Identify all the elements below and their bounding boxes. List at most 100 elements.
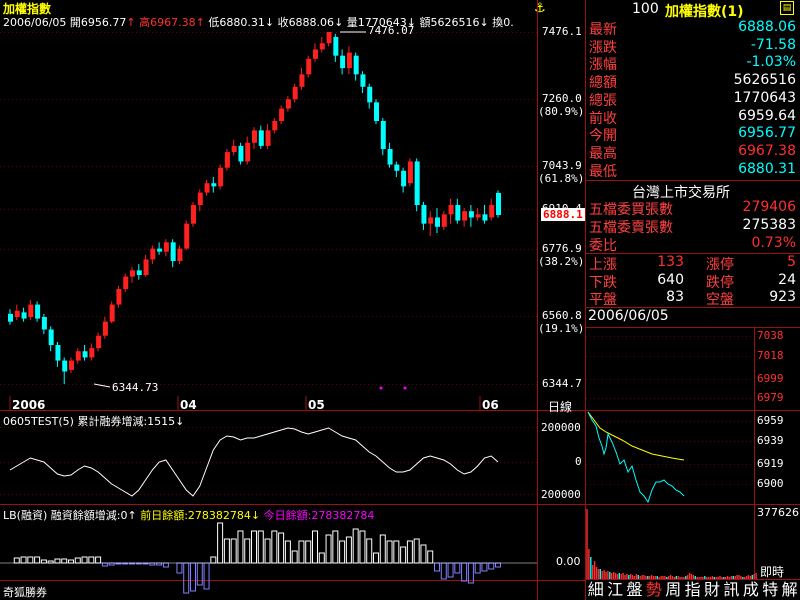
bottom-tab[interactable]: 周: [665, 580, 682, 599]
candle-body: [8, 313, 13, 322]
close-label: 收: [277, 16, 289, 29]
bottom-tab[interactable]: 成: [742, 580, 759, 599]
intraday-tick: 6939: [757, 434, 784, 447]
low-value: 6880.31: [219, 16, 265, 29]
bottom-tab[interactable]: 指: [684, 580, 701, 599]
indicator2-bar: [54, 558, 61, 564]
bottom-tab[interactable]: 細: [587, 580, 604, 599]
indicator2-bar: [203, 562, 210, 590]
order-label: 五檔委賣張數: [589, 220, 673, 236]
candle-body: [238, 145, 244, 162]
quote-value: 6956.77: [738, 125, 796, 142]
candle-body: [116, 289, 122, 305]
candle-body: [197, 192, 203, 206]
candle-body: [468, 211, 474, 218]
candle-body: [319, 43, 325, 50]
candle-body: [21, 312, 27, 319]
indicator2-bar: [400, 546, 407, 564]
indicator2-bar: [68, 559, 74, 564]
bottom-tab[interactable]: 盤: [626, 580, 643, 599]
intraday-date: 2006/06/05: [588, 308, 669, 324]
indicator2-bar: [162, 562, 169, 568]
indicator2-bar: [20, 556, 27, 564]
bottom-tab[interactable]: 江: [607, 580, 624, 599]
quote-value: 5626516: [733, 72, 796, 89]
candle-body: [401, 170, 407, 187]
low-label: 低: [208, 16, 220, 29]
y-tick-label: 6776.9: [542, 242, 582, 255]
candle-body: [448, 205, 454, 215]
indicator2-bar: [244, 538, 251, 564]
candle-body: [157, 248, 163, 252]
indicator2-bar: [278, 532, 285, 564]
bottom-tab[interactable]: 訊: [723, 580, 740, 599]
quote-label: 前收: [589, 110, 617, 127]
candle-body: [489, 205, 495, 218]
indicator2-bar: [352, 528, 359, 564]
candle-body: [407, 161, 413, 184]
candle-body: [102, 321, 108, 336]
quote-value: 6959.64: [738, 107, 796, 124]
quote-value: 6967.38: [738, 142, 796, 159]
candle-body: [62, 360, 68, 372]
candle-body: [258, 130, 264, 146]
intraday-tick: 6999: [757, 372, 784, 385]
breadth-value: 923: [769, 289, 796, 305]
bottom-tab[interactable]: 解: [781, 580, 798, 599]
candle-body: [163, 242, 169, 252]
candle-body: [496, 192, 501, 215]
candle-body: [55, 345, 61, 361]
indicator2-bar: [183, 562, 190, 594]
y-tick-pct: (19.1%): [538, 322, 585, 335]
bottom-tab[interactable]: 勢: [645, 580, 662, 599]
anchor-icon[interactable]: ⚓: [534, 1, 546, 16]
y-tick-pct: (80.9%): [538, 105, 585, 118]
candle-body: [14, 310, 20, 318]
candle-body: [482, 214, 488, 221]
volume-value: 1770643: [357, 16, 407, 29]
candle-body: [374, 102, 379, 122]
panel-menu-icon[interactable]: ▤: [780, 1, 794, 15]
realtime-label[interactable]: 即時: [760, 565, 785, 579]
candle-body: [346, 52, 352, 69]
order-label: 五檔委買張數: [589, 202, 673, 218]
indicator2-label3: 今日餘額:278382784: [263, 509, 375, 522]
candle-body: [306, 58, 312, 75]
indicator2-bar: [217, 522, 224, 564]
signal-dot: [379, 386, 383, 390]
indicator2-bar: [251, 530, 257, 564]
period-label[interactable]: 日線: [548, 400, 573, 414]
indicator1-title: 0605TEST(5): [3, 415, 74, 428]
indicator1-subtitle: 累計融券增減:1515: [77, 415, 176, 428]
candle-body: [89, 348, 95, 358]
stock-code: 100: [632, 1, 659, 17]
indicator2-bar: [291, 550, 298, 564]
indicator2-bar: [61, 558, 68, 564]
high-value: 6967.38: [150, 16, 196, 29]
indicator2-title: LB(融資): [3, 509, 48, 522]
candle-body: [170, 242, 176, 262]
quote-value: 1770643: [733, 89, 796, 106]
indicator2-label1: 融資餘額增減:0: [50, 509, 128, 522]
indicator2-bar: [434, 562, 440, 572]
candle-body: [299, 74, 305, 87]
bottom-tab[interactable]: 特: [762, 580, 779, 599]
candle-body: [143, 259, 149, 276]
bottom-tab[interactable]: 財: [704, 580, 721, 599]
indicator2-bar: [13, 557, 20, 564]
stock-name: 加權指數(1): [665, 4, 744, 20]
candle-body: [82, 351, 88, 358]
indicator2-bar: [339, 540, 346, 564]
indicator2-bar: [190, 562, 196, 592]
candle-body: [414, 161, 420, 206]
candle-body: [475, 214, 481, 218]
indicator2-bar: [34, 556, 41, 564]
candle-body: [130, 270, 135, 277]
breadth-value: 24: [778, 271, 796, 288]
indicator2-bar: [264, 538, 271, 564]
y-tick-label: 7260.0: [542, 92, 582, 105]
indicator2-bar: [379, 534, 386, 564]
indicator2-bar: [40, 559, 47, 564]
open-value: 6956.77: [80, 16, 127, 29]
candle-body: [184, 223, 190, 249]
